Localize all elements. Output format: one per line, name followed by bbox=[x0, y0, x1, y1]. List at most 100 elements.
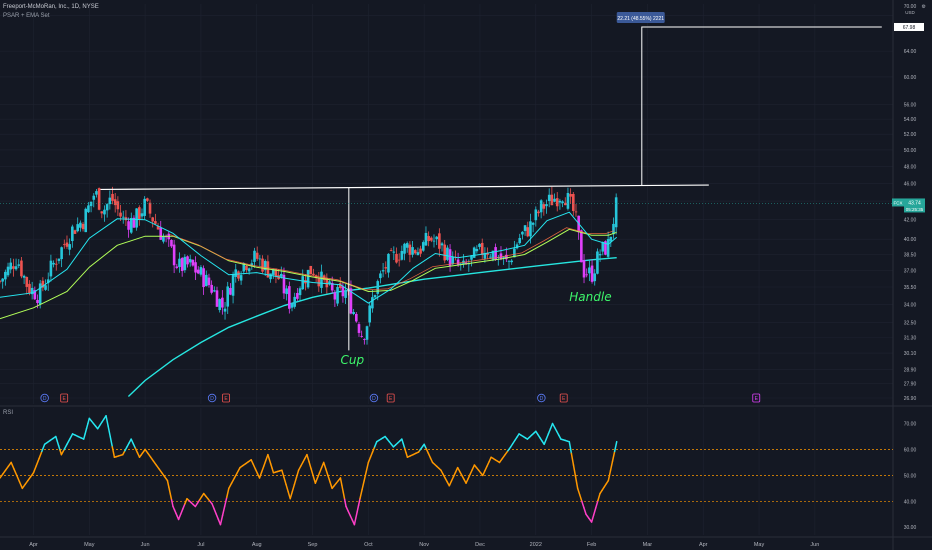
rsi-segment bbox=[252, 463, 257, 470]
candle-body bbox=[97, 188, 101, 210]
rsi-segment bbox=[2, 469, 7, 475]
candle-body bbox=[392, 251, 396, 253]
handle-label: Handle bbox=[569, 290, 611, 304]
candle-body bbox=[81, 223, 85, 230]
candle-body bbox=[71, 226, 74, 242]
marker-frame bbox=[386, 393, 395, 403]
candle-body bbox=[121, 216, 125, 218]
price-tick-label: 38.50 bbox=[904, 253, 917, 259]
candle-body bbox=[288, 286, 291, 309]
rsi-segment bbox=[403, 447, 407, 454]
candle-body bbox=[0, 280, 2, 282]
earnings-marker[interactable]: E bbox=[559, 393, 568, 403]
candle-body bbox=[127, 221, 130, 230]
rsi-segment bbox=[228, 482, 233, 490]
candle-body bbox=[523, 225, 527, 231]
marker-text: D bbox=[540, 396, 544, 402]
candle-body bbox=[389, 250, 393, 251]
candle-body bbox=[36, 299, 39, 303]
dividend-marker[interactable]: D bbox=[40, 393, 49, 403]
candle-body bbox=[379, 273, 382, 279]
time-tick-label: Oct bbox=[364, 542, 373, 548]
price-tick-label: 52.00 bbox=[904, 132, 917, 138]
candle-body bbox=[421, 242, 425, 251]
time-tick-label: Apr bbox=[699, 542, 708, 548]
candle-body bbox=[341, 286, 345, 297]
candle-body bbox=[14, 266, 18, 270]
dividend-marker[interactable]: D bbox=[369, 393, 379, 403]
candle-body bbox=[432, 240, 436, 242]
candle-body bbox=[113, 199, 117, 206]
dividend-marker[interactable]: D bbox=[537, 393, 546, 403]
rsi-segment bbox=[590, 514, 595, 523]
earnings-marker[interactable]: E bbox=[222, 393, 230, 403]
rsi-segment bbox=[107, 425, 111, 438]
candle-body bbox=[170, 239, 173, 247]
earnings-marker[interactable]: E bbox=[752, 393, 761, 403]
candle-body bbox=[330, 282, 334, 291]
candle-body bbox=[363, 339, 366, 340]
candle-body bbox=[604, 241, 607, 255]
candle-body bbox=[156, 225, 160, 230]
marker-frame bbox=[207, 393, 217, 403]
candle-body bbox=[574, 211, 578, 213]
price-tick-label: 28.90 bbox=[904, 367, 917, 373]
candle-body bbox=[306, 269, 310, 288]
rsi-segment bbox=[163, 475, 169, 482]
candle-body bbox=[550, 194, 554, 206]
candle-body bbox=[183, 256, 187, 271]
candle-body bbox=[229, 287, 232, 295]
rsi-segment bbox=[579, 494, 583, 503]
candle-body bbox=[146, 198, 149, 201]
price-tick-label: 60.00 bbox=[904, 75, 917, 81]
candle-body bbox=[381, 270, 385, 272]
candle-body bbox=[355, 313, 358, 322]
candle-body bbox=[448, 249, 452, 267]
rsi-segment bbox=[262, 459, 267, 468]
candle-body bbox=[507, 260, 511, 262]
candle-body bbox=[518, 237, 522, 244]
rsi-tick-label: 60.00 bbox=[904, 447, 917, 453]
candle-body bbox=[515, 244, 519, 249]
time-axis[interactable]: Apr May Jun Jul Aug Sep Oct Nov Dec 2022 Feb Mar Apr… bbox=[29, 542, 819, 548]
ema-200-layer bbox=[127, 257, 617, 398]
candle-body bbox=[4, 271, 7, 280]
candle-body bbox=[12, 266, 15, 269]
rsi-segment bbox=[482, 470, 486, 477]
candle-body bbox=[387, 253, 390, 273]
candle-body bbox=[237, 271, 240, 279]
candle-body bbox=[20, 260, 23, 277]
rsi-segment bbox=[405, 451, 409, 458]
candle-body bbox=[545, 204, 548, 207]
candle-body bbox=[357, 324, 361, 333]
candle-body bbox=[491, 250, 495, 260]
candle-body bbox=[539, 200, 543, 213]
candle-body bbox=[411, 247, 414, 255]
earnings-marker[interactable]: E bbox=[386, 393, 395, 403]
candle-body bbox=[336, 286, 339, 304]
measure-label: 22.21 (48.55%) 2221 bbox=[617, 16, 664, 22]
candle-body bbox=[352, 312, 355, 314]
rsi-segment bbox=[13, 468, 18, 477]
rsi-segment bbox=[448, 480, 453, 487]
candle-body bbox=[408, 244, 412, 255]
dividend-marker[interactable]: D bbox=[207, 393, 217, 403]
rsi-segment bbox=[84, 427, 88, 435]
earnings-marker[interactable]: E bbox=[60, 393, 69, 403]
target-projection-line bbox=[641, 26, 882, 185]
candle-body bbox=[62, 244, 66, 246]
candle-body bbox=[569, 194, 572, 197]
price-axis[interactable]: 64.00 60.00 56.00 54.00 52.00 50.00 48.00 46.00… bbox=[904, 4, 927, 531]
candle-body bbox=[60, 247, 63, 260]
candle-body bbox=[416, 252, 420, 256]
rsi-segment bbox=[182, 503, 186, 510]
candle-body bbox=[231, 274, 235, 296]
indicator-legend: PSAR + EMA Set bbox=[3, 13, 50, 19]
candle-body bbox=[194, 262, 197, 273]
rsi-tick-label: 40.00 bbox=[904, 499, 917, 505]
candle-body bbox=[309, 265, 313, 275]
rsi-segment bbox=[134, 447, 139, 454]
candle-body bbox=[199, 267, 203, 275]
